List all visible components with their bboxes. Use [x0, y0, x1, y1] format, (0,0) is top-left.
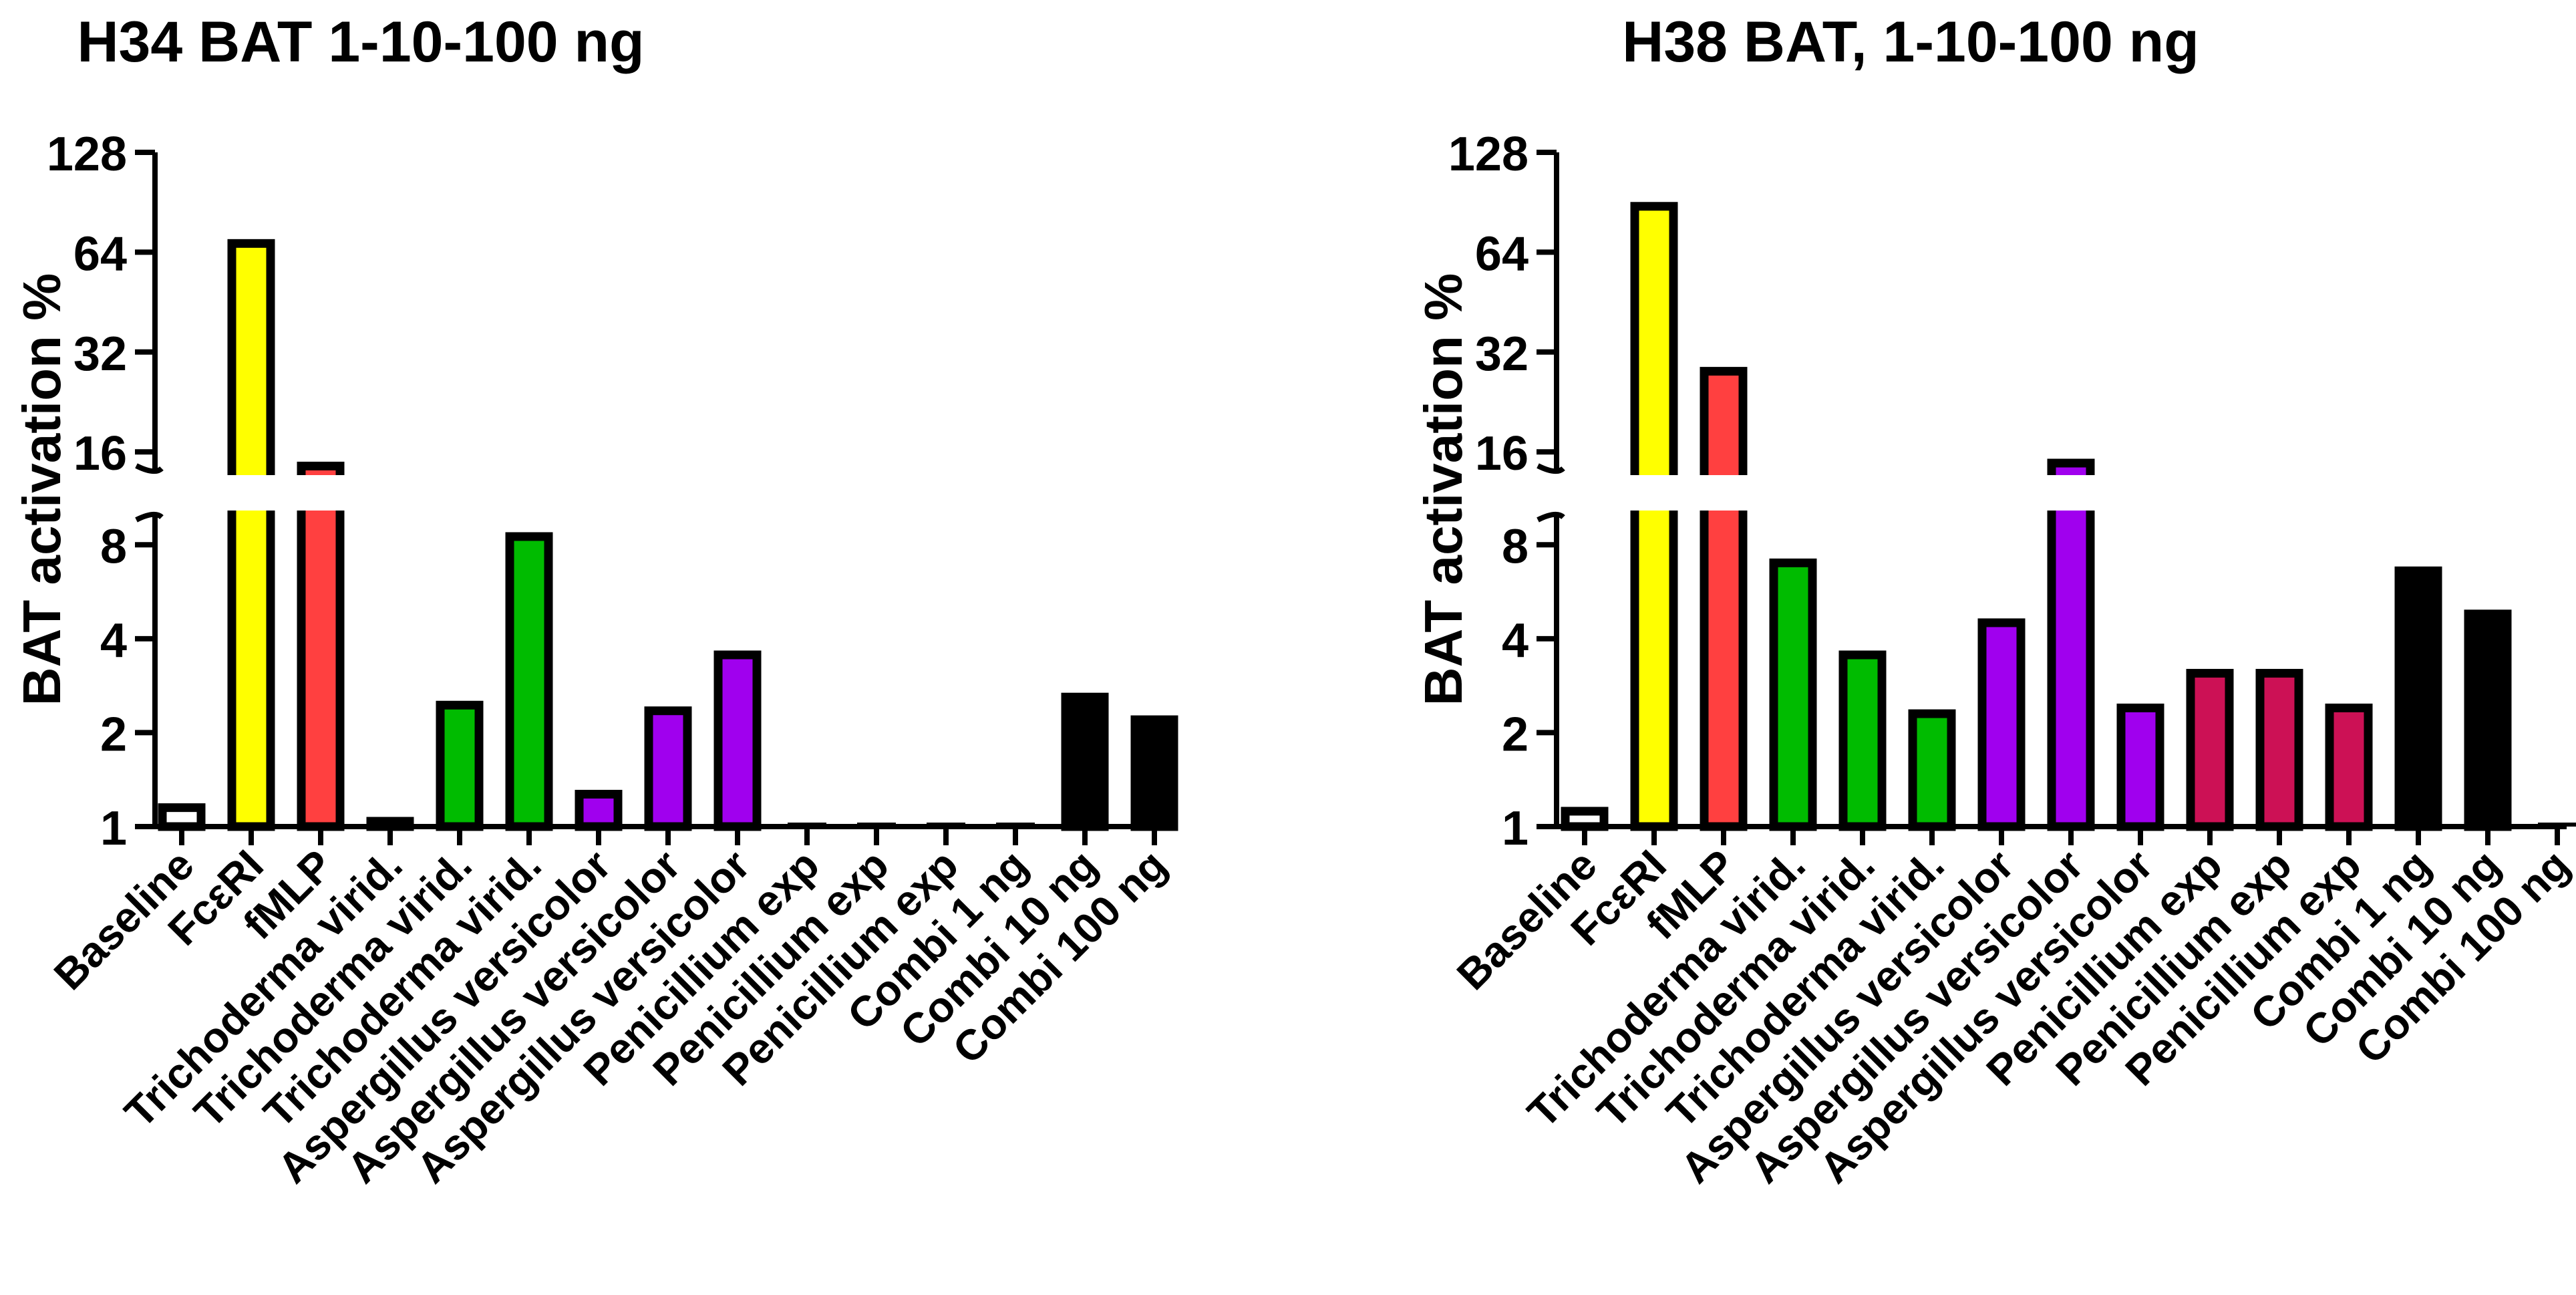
y-tick-label-1: 1: [100, 802, 127, 855]
bar-aspergillus-versicolor-6: [575, 790, 623, 831]
y-tick-label-1: 1: [1502, 802, 1528, 855]
y-tick-label-8: 8: [100, 520, 127, 573]
y-axis-label: BAT activation %: [1414, 273, 1473, 706]
y-tick-label-2: 2: [100, 708, 127, 761]
bar-trichoderma-virid-3: [1769, 558, 1817, 831]
bar-baseline-0: [158, 803, 206, 831]
bar-aspergillus-versicolor-7: [2047, 458, 2095, 831]
bar-combi-100-ng-14: [1130, 715, 1178, 831]
bar-penicillium-exp-9: [2186, 669, 2234, 831]
y-tick-label-64: 64: [1475, 227, 1528, 281]
break-mark-upper: [1537, 463, 1565, 474]
y-tick-label-4: 4: [1502, 614, 1528, 668]
bar-trichoderma-virid-5: [1908, 709, 1956, 831]
bar-combi-10-ng-13: [1061, 692, 1109, 831]
axis-break-gap: [160, 475, 1171, 511]
break-mark-lower: [135, 511, 164, 523]
y-tick-label-32: 32: [73, 327, 127, 381]
chart-h38: H38 BAT, 1-10-100 ng BAT activation % 1 2 4 8…: [1414, 10, 2576, 1192]
y-tick-label-16: 16: [1475, 427, 1528, 480]
chart-title: H34 BAT 1-10-100 ng: [77, 10, 644, 74]
y-tick-label-64: 64: [73, 227, 127, 281]
bar-combi-10-ng-13: [2464, 609, 2512, 831]
chart-title: H38 BAT, 1-10-100 ng: [1622, 10, 2199, 74]
bar-fc-ri-1: [227, 239, 275, 831]
bar-fmlp-2: [297, 461, 345, 831]
y-tick-label-32: 32: [1475, 327, 1528, 381]
y-tick-label-128: 128: [47, 128, 127, 181]
bar-aspergillus-versicolor-8: [2116, 703, 2164, 831]
y-tick-label-4: 4: [100, 614, 127, 668]
bar-aspergillus-versicolor-6: [1977, 618, 2026, 831]
break-mark-lower: [1537, 511, 1565, 523]
y-axis-label: BAT activation %: [12, 273, 71, 706]
y-tick-label-16: 16: [73, 427, 127, 480]
axis-break-gap: [1562, 475, 2572, 511]
y-tick-label-8: 8: [1502, 520, 1528, 573]
break-mark-upper: [135, 463, 164, 474]
bar-trichoderma-virid-4: [1838, 650, 1887, 831]
chart-h34: H34 BAT 1-10-100 ng BAT activation % 1 2 4 8 1…: [12, 10, 1178, 1192]
bar-trichoderma-virid-5: [505, 532, 553, 831]
bar-aspergillus-versicolor-7: [644, 706, 692, 831]
y-tick-label-2: 2: [1502, 708, 1528, 761]
bar-fc-ri-1: [1630, 202, 1678, 831]
bar-aspergillus-versicolor-8: [713, 650, 762, 831]
y-tick-label-128: 128: [1448, 128, 1528, 181]
bar-combi-1-ng-12: [2394, 566, 2442, 831]
bar-trichoderma-virid-4: [436, 700, 484, 831]
bar-penicillium-exp-11: [2325, 703, 2373, 831]
bar-penicillium-exp-10: [2255, 669, 2303, 831]
bar-fmlp-2: [1700, 367, 1748, 831]
